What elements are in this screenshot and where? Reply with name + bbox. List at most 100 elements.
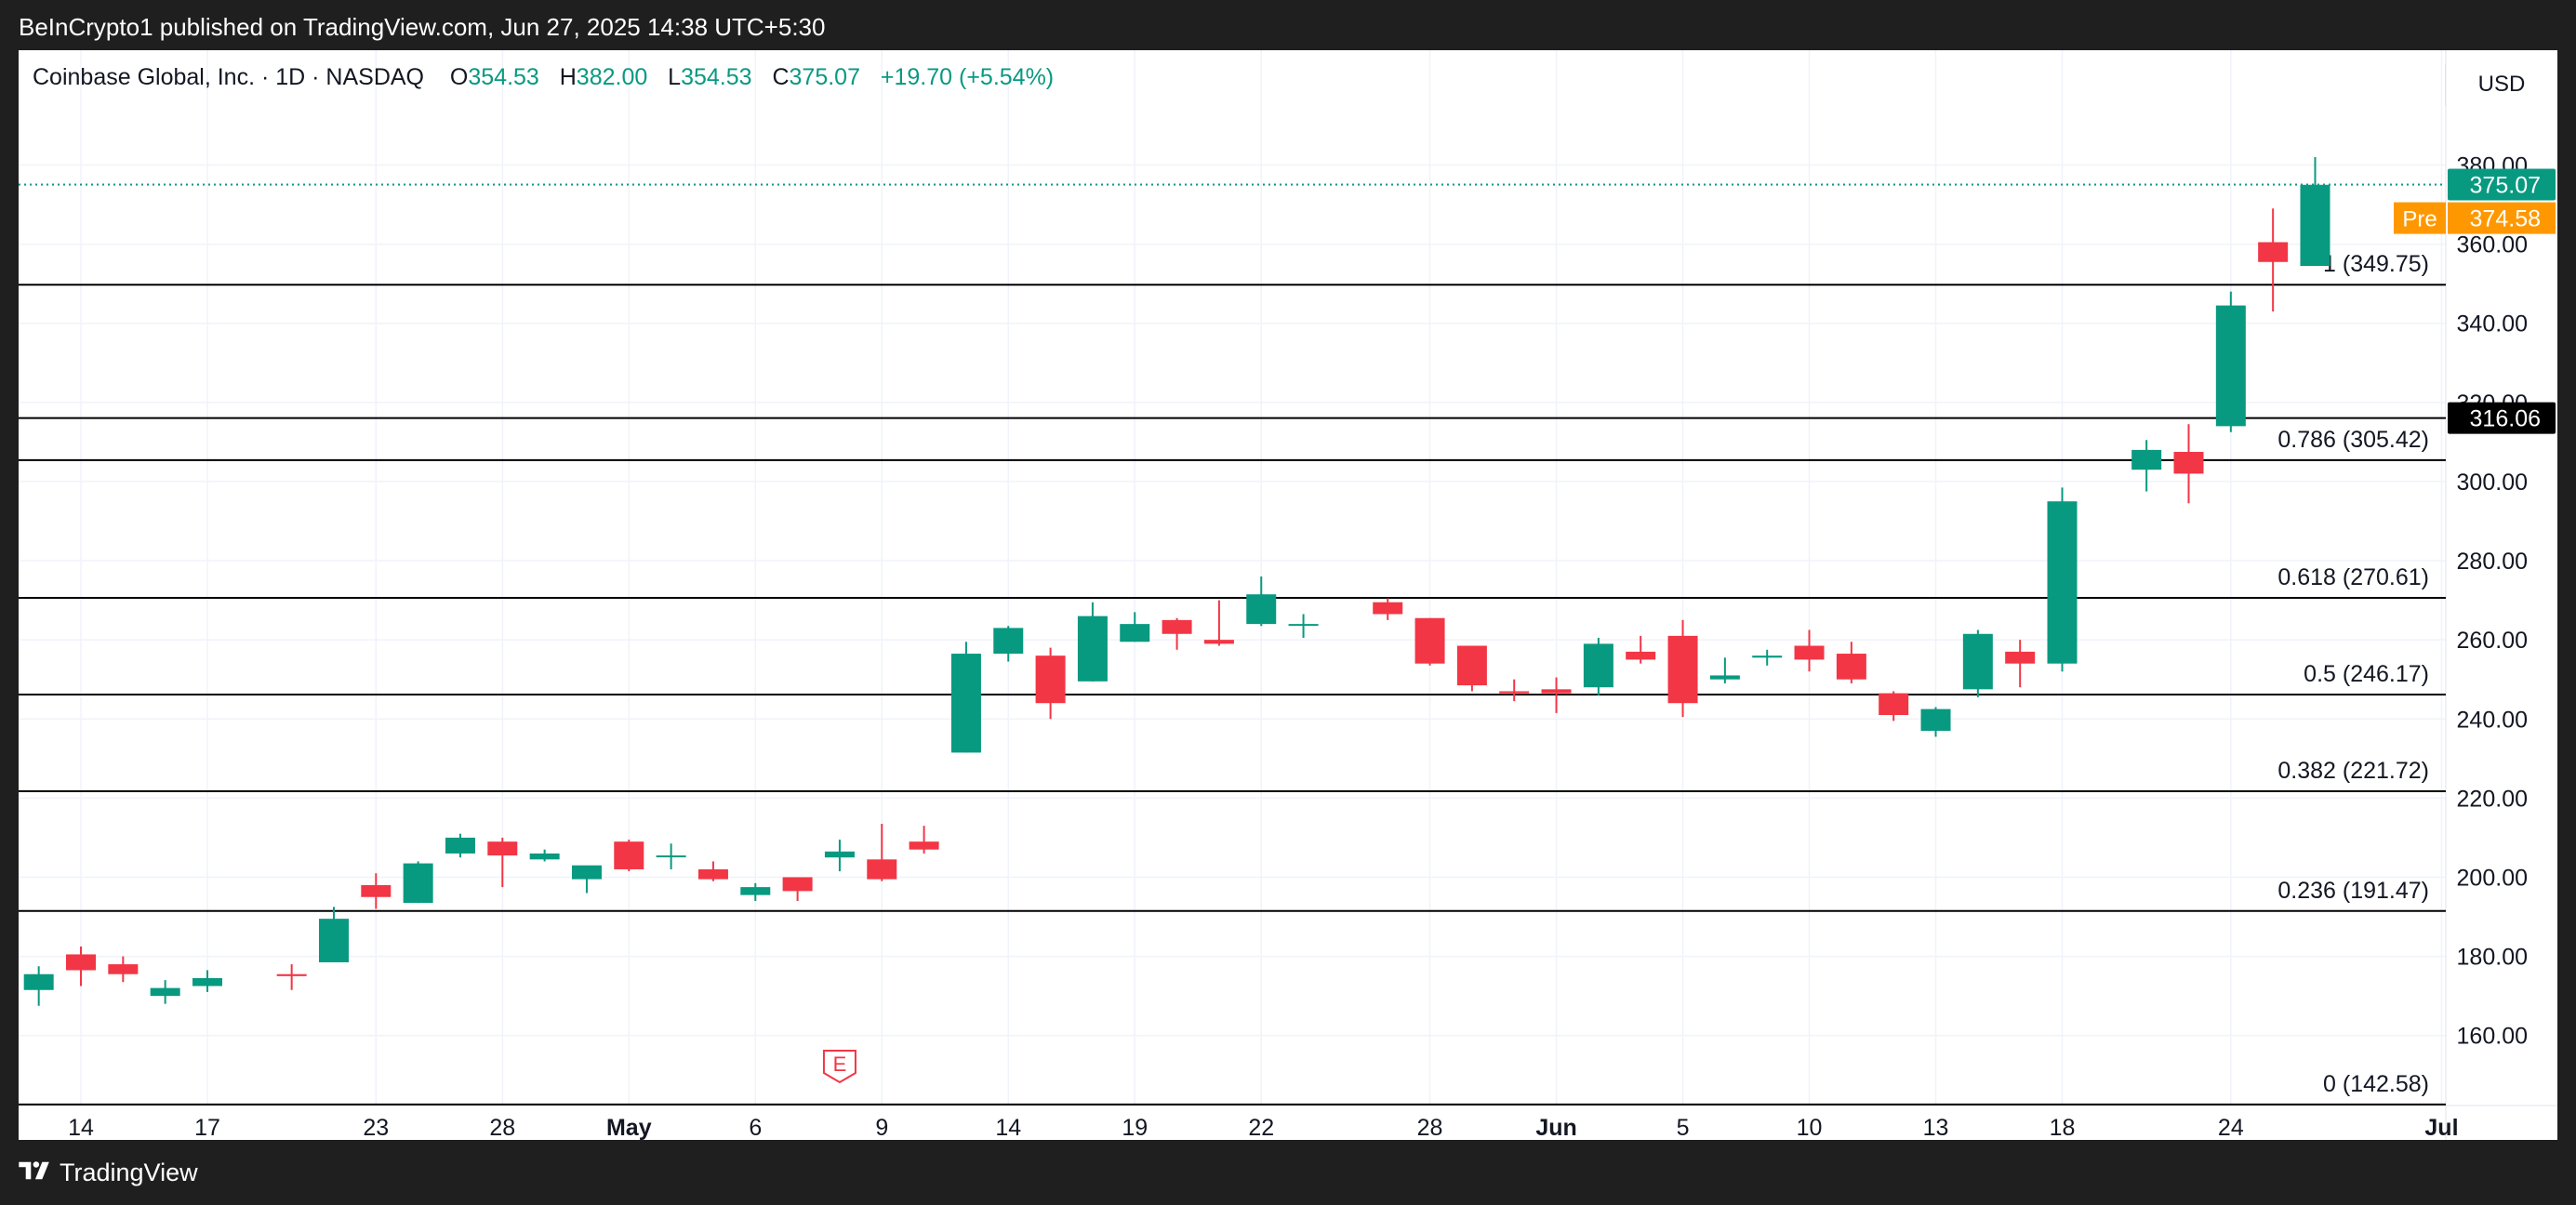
candle-body-up (1583, 643, 1613, 688)
chart-panel[interactable]: 1 (349.75) 0.786 (305.42) 0.618 (270.61) 0.… (19, 50, 2557, 1140)
candle-body-up (445, 837, 475, 854)
fib-level-label: 1 (349.75) (2323, 251, 2429, 277)
candle-body-down (614, 841, 644, 869)
pre-market-tag: 374.58 (2470, 206, 2541, 232)
y-tick-label: 360.00 (2457, 232, 2528, 258)
candle-body-down (1626, 651, 1656, 660)
candle-body-up (2131, 449, 2162, 470)
open-label: O (449, 64, 469, 90)
candle-body-down (1035, 655, 1066, 704)
y-tick-label: 260.00 (2457, 628, 2528, 654)
close-value: 375.07 (789, 64, 860, 90)
footer-bar: TradingView (0, 1140, 2576, 1205)
x-tick-label: 5 (1677, 1115, 1690, 1140)
candle-body-down (1667, 635, 1698, 704)
y-tick-label: 300.00 (2457, 470, 2528, 496)
candle-body-up (1120, 624, 1150, 642)
low-value: 354.53 (681, 64, 752, 90)
candle-body-down (1414, 617, 1445, 664)
pre-market-tag-bg (2448, 202, 2556, 234)
candle-body-down (2005, 651, 2036, 664)
y-tick-label: 280.00 (2457, 549, 2528, 575)
candle-body-up (529, 853, 560, 860)
close-label: C (772, 64, 790, 90)
candle-body-down (697, 868, 728, 880)
symbol-title: Coinbase Global, Inc. · 1D · NASDAQ (33, 64, 424, 90)
tradingview-brand: TradingView (60, 1159, 198, 1186)
price-chart[interactable]: 1 (349.75) 0.786 (305.42) 0.618 (270.61) 0.… (19, 50, 2557, 1140)
candle-body-up (150, 987, 180, 997)
x-tick-label: 22 (1248, 1115, 1274, 1140)
x-tick-label: 28 (1417, 1115, 1443, 1140)
candle-body-up (23, 973, 54, 990)
candle-body-down (2258, 242, 2289, 262)
x-tick-label: Jul (2424, 1115, 2458, 1140)
y-tick-label: 160.00 (2457, 1024, 2528, 1050)
candle-body-down (1879, 693, 1909, 716)
candle-body-down (276, 973, 307, 976)
candle-body-up (2047, 501, 2078, 664)
high-label: H (559, 64, 577, 90)
low-label: L (668, 64, 682, 90)
candle-body-up (740, 887, 771, 895)
candle-body-down (1456, 645, 1487, 686)
currency-button[interactable]: USD (2445, 63, 2557, 106)
y-tick-label: 180.00 (2457, 945, 2528, 971)
candle-body-down (1162, 619, 1192, 634)
open-value: 354.53 (468, 64, 539, 90)
last-price-tag: 375.07 (2470, 172, 2541, 198)
candle-body-down (361, 884, 392, 897)
x-tick-label: May (606, 1115, 652, 1140)
candle-body-down (1836, 654, 1866, 680)
candle-body-up (1920, 708, 1951, 732)
candle-body-up (2215, 305, 2246, 427)
x-tick-label: 14 (995, 1115, 1021, 1140)
earnings-marker (822, 1050, 856, 1084)
candle-body-down (487, 841, 518, 856)
candle-body-down (2173, 452, 2204, 474)
x-tick-label: 28 (489, 1115, 515, 1140)
publisher-text: BeInCrypto1 published on TradingView.com… (19, 13, 826, 41)
x-tick-label: 9 (875, 1115, 888, 1140)
y-tick-label: 220.00 (2457, 786, 2528, 812)
x-tick-label: 19 (1122, 1115, 1148, 1140)
candle-body-up (1962, 633, 1993, 690)
x-tick-label: 23 (363, 1115, 389, 1140)
fib-level-label: 0.5 (246.17) (2304, 661, 2429, 687)
y-tick-label: 200.00 (2457, 865, 2528, 891)
candle-body-down (108, 964, 139, 974)
candle-body-up (1288, 624, 1319, 627)
x-tick-label: 13 (1923, 1115, 1949, 1140)
candle-body-down (1373, 602, 1403, 615)
x-tick-label: 10 (1797, 1115, 1823, 1140)
candle-body-down (66, 954, 96, 971)
y-tick-label: 240.00 (2457, 707, 2528, 733)
candle-body-down (1794, 645, 1825, 660)
x-tick-label: 24 (2218, 1115, 2244, 1140)
candle-body-up (1752, 655, 1783, 658)
candle-body-up (950, 654, 981, 753)
candle-body-up (192, 977, 222, 987)
fib-level-label: 0.236 (191.47) (2277, 878, 2429, 904)
x-tick-label: 6 (749, 1115, 762, 1140)
candle-body-up (2300, 184, 2330, 267)
candle-body-down (909, 841, 939, 850)
earnings-marker-label: E (833, 1053, 847, 1076)
tradingview-logo-icon (19, 1161, 49, 1180)
candle-body-up (993, 628, 1024, 655)
candle-body-down (867, 859, 897, 880)
last-price-tag-bg (2448, 168, 2556, 201)
candle-body-up (1077, 616, 1108, 682)
candle-body-up (403, 863, 433, 904)
horizontal-level-tag-bg (2448, 402, 2556, 434)
change-value: +19.70 (+5.54%) (880, 64, 1055, 90)
candle-body-up (571, 865, 602, 880)
x-tick-label: 17 (194, 1115, 220, 1140)
x-tick-label: 14 (68, 1115, 94, 1140)
pre-market-badge: Pre (2402, 207, 2437, 232)
y-tick-label: 340.00 (2457, 311, 2528, 338)
fib-level-label: 0 (142.58) (2323, 1071, 2429, 1097)
x-tick-label: 18 (2050, 1115, 2076, 1140)
candle-body-down (1499, 691, 1530, 694)
candle-body-up (1709, 675, 1740, 680)
